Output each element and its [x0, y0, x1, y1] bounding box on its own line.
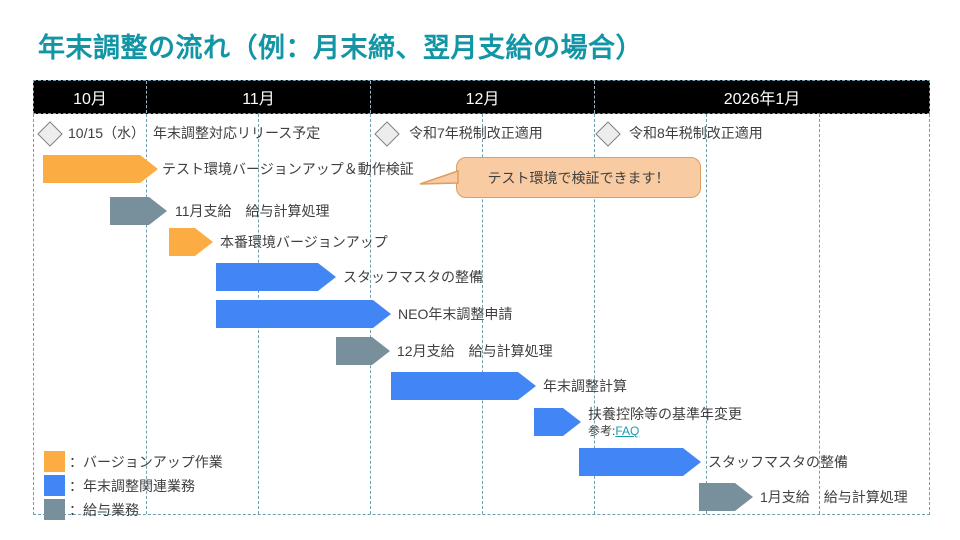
- gridline: [706, 114, 707, 514]
- page-title: 年末調整の流れ（例：月末締、翌月支給の場合）: [38, 33, 643, 63]
- legend-swatch-versionup: [44, 451, 65, 472]
- legend-item: ：バージョンアップ作業: [44, 450, 223, 473]
- task-arrow-dec-payroll: [336, 337, 390, 365]
- milestone-label: 年末調整対応リリース予定: [153, 125, 321, 141]
- task-note: 参考:FAQ: [588, 424, 742, 438]
- task-arrow-staff-master-1: [216, 263, 336, 291]
- month-header-jan2026: 2026年1月: [594, 81, 929, 113]
- month-header-oct: 10月: [73, 91, 107, 108]
- month-header-dec: 12月: [370, 81, 594, 113]
- task-arrow-prod-upgrade: [169, 228, 213, 256]
- task-label: NEO年末調整申請: [398, 306, 513, 322]
- task-arrow-staff-master-2: [579, 448, 701, 476]
- legend-label: ：年末調整関連業務: [69, 477, 195, 494]
- month-header-nov: 11月: [146, 81, 370, 113]
- legend-item: ：年末調整関連業務: [44, 474, 223, 497]
- task-label: 年末調整計算: [543, 378, 627, 394]
- timeline-body: 10/15（水） 年末調整対応リリース予定 令和7年税制改正適用 令和8年税制改…: [33, 114, 930, 520]
- gridline: [594, 114, 595, 514]
- gridline: [482, 114, 483, 514]
- task-arrow-nov-payroll: [110, 197, 167, 225]
- task-label: スタッフマスタの整備: [343, 269, 483, 285]
- task-label: 11月支給 給与計算処理: [175, 203, 330, 219]
- legend-swatch-payroll: [44, 499, 65, 520]
- gridline: [146, 114, 147, 514]
- milestone-date: 10/15（水）: [68, 125, 146, 141]
- task-arrow-yearend-calc: [391, 372, 536, 400]
- callout-tail-shape: [419, 169, 459, 185]
- milestone-diamond-icon: [37, 121, 63, 147]
- legend-label: ：バージョンアップ作業: [69, 453, 223, 470]
- task-label: 12月支給 給与計算処理: [397, 343, 553, 359]
- milestone-diamond-icon: [595, 121, 621, 147]
- legend-item: ：給与業務: [44, 498, 223, 521]
- task-label: テスト環境バージョンアップ＆動作検証: [162, 161, 414, 177]
- milestone-diamond-icon: [374, 121, 400, 147]
- timeline-header: 10月 11月 12月 2026年1月: [33, 80, 930, 114]
- note-prefix: 参考:: [588, 424, 616, 438]
- legend-label: ：給与業務: [69, 501, 139, 518]
- task-arrow-neo-application: [216, 300, 391, 328]
- faq-link[interactable]: FAQ: [615, 424, 640, 438]
- legend-swatch-nenchou: [44, 475, 65, 496]
- task-label: 扶養控除等の基準年変更 参考:FAQ: [588, 406, 742, 438]
- task-label: 本番環境バージョンアップ: [220, 234, 388, 250]
- gridline: [819, 114, 820, 514]
- callout-tail: [419, 169, 459, 185]
- callout-bubble: テスト環境で検証できます！: [419, 157, 701, 198]
- callout-text: テスト環境で検証できます！: [487, 169, 670, 186]
- task-label: スタッフマスタの整備: [708, 454, 848, 470]
- milestone-label: 令和8年税制改正適用: [629, 125, 763, 141]
- legend: ：バージョンアップ作業 ：年末調整関連業務 ：給与業務: [44, 450, 223, 522]
- task-label-text: 扶養控除等の基準年変更: [588, 406, 742, 422]
- gantt-chart: 10月 11月 12月 2026年1月 10/15（水） 年末調整対応リリース予…: [33, 80, 930, 520]
- task-label: 1月支給 給与計算処理: [760, 489, 908, 505]
- task-arrow-test-upgrade: [43, 155, 158, 183]
- milestone-label: 令和7年税制改正適用: [409, 125, 543, 141]
- task-arrow-dependent-base-year: [534, 408, 581, 436]
- task-arrow-jan-payroll: [699, 483, 753, 511]
